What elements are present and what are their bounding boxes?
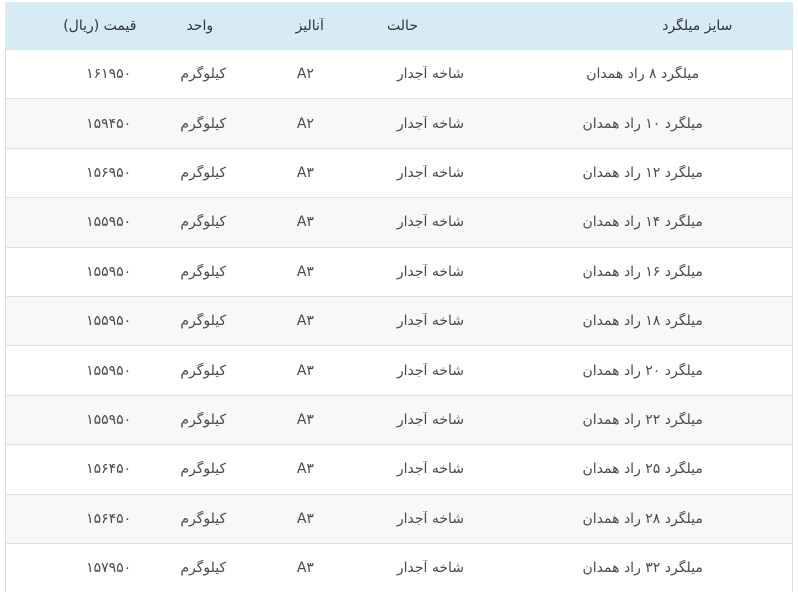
table-row: میلگرد ۲۰ راد همدان شاخه آجدار A۳ کیلوگر… <box>6 345 792 395</box>
cell-analysis: A۲ <box>296 115 314 132</box>
cell-size: میلگرد ۲۰ راد همدان <box>582 362 703 379</box>
cell-price: ۱۵۶۴۵۰ <box>86 461 132 478</box>
cell-price: ۱۵۵۹۵۰ <box>86 411 132 428</box>
cell-size: میلگرد ۱۴ راد همدان <box>582 214 703 231</box>
cell-unit: کیلوگرم <box>180 164 227 181</box>
cell-condition: شاخه آجدار <box>396 164 465 181</box>
cell-size: میلگرد ۱۰ راد همدان <box>582 115 703 132</box>
cell-price: ۱۵۵۹۵۰ <box>86 263 132 280</box>
column-header-price: قیمت (ریال) <box>63 17 137 34</box>
cell-condition: شاخه آجدار <box>396 411 465 428</box>
column-header-analysis: آنالیز <box>295 17 324 34</box>
cell-unit: کیلوگرم <box>180 461 227 478</box>
cell-analysis: A۳ <box>296 313 314 330</box>
cell-size: میلگرد ۱۲ راد همدان <box>582 164 703 181</box>
table-row: میلگرد ۲۲ راد همدان شاخه آجدار A۳ کیلوگر… <box>6 394 792 445</box>
cell-analysis: A۳ <box>296 510 314 527</box>
cell-size: میلگرد ۲۵ راد همدان <box>582 461 703 478</box>
cell-analysis: A۳ <box>296 263 314 280</box>
cell-unit: کیلوگرم <box>180 115 227 132</box>
cell-condition: شاخه آجدار <box>396 510 465 527</box>
cell-unit: کیلوگرم <box>180 214 227 231</box>
cell-price: ۱۵۷۹۵۰ <box>86 560 132 577</box>
cell-price: ۱۵۹۴۵۰ <box>86 115 132 132</box>
column-header-condition: حالت <box>387 17 418 34</box>
cell-price: ۱۵۵۹۵۰ <box>86 313 132 330</box>
table-row: میلگرد ۱۶ راد همدان شاخه آجدار A۳ کیلوگر… <box>6 246 792 296</box>
table-row: میلگرد ۱۲ راد همدان شاخه آجدار A۳ کیلوگر… <box>6 147 792 198</box>
rebar-price-table: سایز میلگرد حالت آنالیز واحد قیمت (ریال)… <box>5 2 793 593</box>
cell-unit: کیلوگرم <box>180 411 227 428</box>
cell-condition: شاخه آجدار <box>396 66 465 83</box>
cell-size: میلگرد ۸ راد همدان <box>586 66 700 83</box>
cell-size: میلگرد ۳۲ راد همدان <box>582 560 703 577</box>
cell-condition: شاخه آجدار <box>396 214 465 231</box>
cell-condition: شاخه آجدار <box>396 461 465 478</box>
table-row: میلگرد ۸ راد همدان شاخه آجدار A۲ کیلوگرم… <box>6 49 792 99</box>
cell-price: ۱۵۵۹۵۰ <box>86 362 132 379</box>
cell-size: میلگرد ۲۲ راد همدان <box>582 411 703 428</box>
cell-price: ۱۵۶۹۵۰ <box>86 164 132 181</box>
cell-size: میلگرد ۲۸ راد همدان <box>582 510 703 527</box>
cell-unit: کیلوگرم <box>180 560 227 577</box>
cell-condition: شاخه آجدار <box>396 263 465 280</box>
cell-analysis: A۳ <box>296 461 314 478</box>
cell-analysis: A۲ <box>296 66 314 83</box>
column-header-size: سایز میلگرد <box>662 17 733 34</box>
column-header-unit: واحد <box>186 17 214 34</box>
table-row: میلگرد ۲۸ راد همدان شاخه آجدار A۳ کیلوگر… <box>6 493 792 543</box>
cell-condition: شاخه آجدار <box>396 115 465 132</box>
cell-unit: کیلوگرم <box>180 313 227 330</box>
cell-analysis: A۳ <box>296 214 314 231</box>
cell-unit: کیلوگرم <box>180 263 227 280</box>
table-body: میلگرد ۸ راد همدان شاخه آجدار A۲ کیلوگرم… <box>5 49 793 593</box>
cell-condition: شاخه آجدار <box>396 362 465 379</box>
cell-size: میلگرد ۱۸ راد همدان <box>582 313 703 330</box>
table-row: میلگرد ۱۴ راد همدان شاخه آجدار A۳ کیلوگر… <box>6 197 792 247</box>
table-row: میلگرد ۱۸ راد همدان شاخه آجدار A۳ کیلوگر… <box>6 295 792 346</box>
table-row: میلگرد ۲۵ راد همدان شاخه آجدار A۳ کیلوگر… <box>6 444 792 494</box>
cell-condition: شاخه آجدار <box>396 560 465 577</box>
table-row: میلگرد ۳۲ راد همدان شاخه آجدار A۳ کیلوگر… <box>6 542 792 593</box>
cell-analysis: A۳ <box>296 560 314 577</box>
cell-price: ۱۵۵۹۵۰ <box>86 214 132 231</box>
cell-price: ۱۶۱۹۵۰ <box>86 66 132 83</box>
cell-analysis: A۳ <box>296 164 314 181</box>
table-header-row: سایز میلگرد حالت آنالیز واحد قیمت (ریال) <box>5 2 793 49</box>
cell-analysis: A۳ <box>296 411 314 428</box>
cell-analysis: A۳ <box>296 362 314 379</box>
cell-unit: کیلوگرم <box>180 66 227 83</box>
cell-size: میلگرد ۱۶ راد همدان <box>582 263 703 280</box>
cell-unit: کیلوگرم <box>180 510 227 527</box>
cell-price: ۱۵۶۴۵۰ <box>86 510 132 527</box>
cell-unit: کیلوگرم <box>180 362 227 379</box>
table-row: میلگرد ۱۰ راد همدان شاخه آجدار A۲ کیلوگر… <box>6 98 792 148</box>
cell-condition: شاخه آجدار <box>396 313 465 330</box>
